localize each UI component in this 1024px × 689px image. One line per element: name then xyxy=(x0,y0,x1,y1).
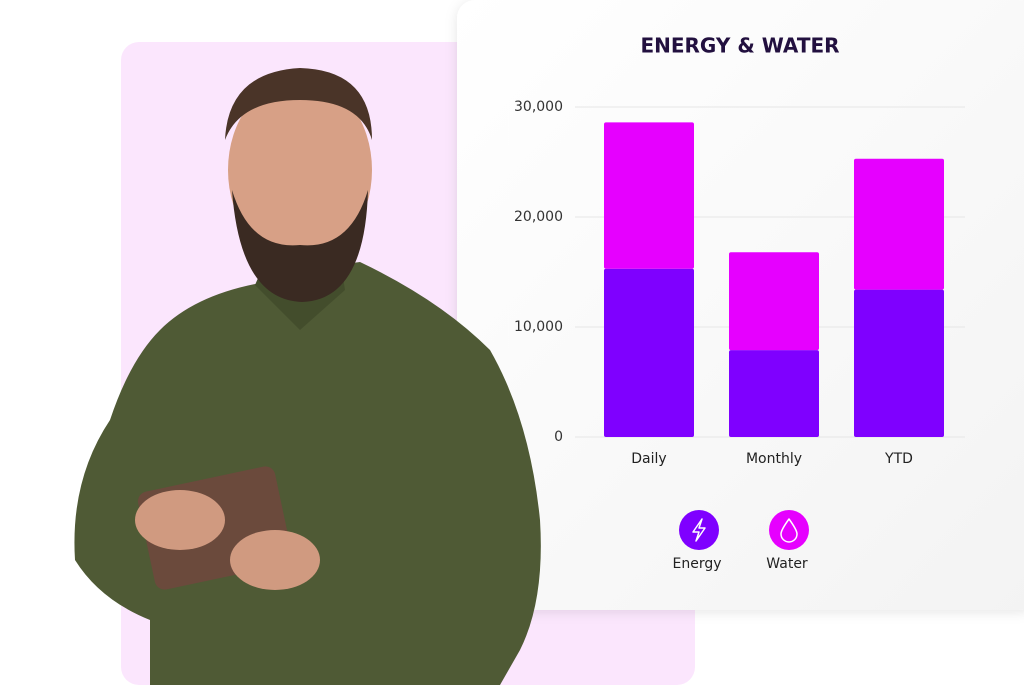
bar-segment xyxy=(604,122,694,269)
bar-segment xyxy=(729,350,819,437)
bar-segment xyxy=(729,252,819,351)
legend-icon xyxy=(679,510,719,550)
x-tick-label: Daily xyxy=(631,451,666,467)
legend-item: Water xyxy=(766,510,809,572)
y-tick-label: 30,000 xyxy=(514,99,563,115)
y-tick-label: 0 xyxy=(554,429,563,445)
y-tick-label: 10,000 xyxy=(514,319,563,335)
legend-glyph xyxy=(692,518,706,542)
legend-item: Energy xyxy=(672,510,722,572)
y-tick-label: 20,000 xyxy=(514,209,563,225)
legend-label: Energy xyxy=(672,556,721,572)
bar-segment xyxy=(854,158,944,290)
chart-title: ENERGY & WATER xyxy=(640,34,839,58)
bar-segment xyxy=(604,268,694,437)
bar-segment xyxy=(854,289,944,437)
legend-icon xyxy=(769,510,809,550)
x-tick-label: YTD xyxy=(884,451,913,467)
x-tick-label: Monthly xyxy=(746,451,802,467)
person-photo xyxy=(74,68,541,685)
legend-label: Water xyxy=(766,556,808,572)
legend-glyph xyxy=(780,518,798,543)
